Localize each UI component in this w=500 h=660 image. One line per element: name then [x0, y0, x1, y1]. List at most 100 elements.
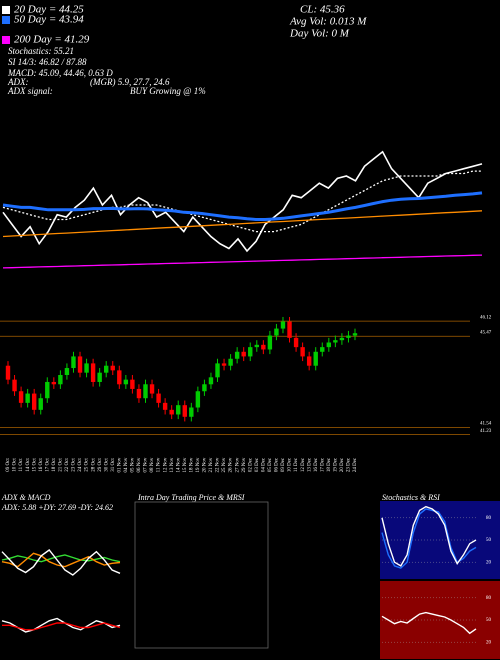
x-tick-label: 09 Dec [281, 457, 286, 472]
panel-title: Intra Day Trading Price & MRSI [137, 493, 245, 502]
x-tick-label: 11 Dec [294, 457, 299, 472]
series-line [381, 505, 477, 567]
x-tick-label: 17 Dec [320, 457, 325, 472]
candle-body [333, 340, 338, 343]
y-tick-label: 46.12 [480, 315, 492, 320]
x-tick-label: 26 Nov [229, 457, 234, 472]
x-tick-label: 05 Dec [268, 457, 273, 472]
x-tick-label: 05 Nov [131, 457, 136, 472]
x-tick-label: 15 Nov [183, 457, 188, 472]
panel-title: Stochastics & RSI [382, 493, 440, 502]
series-line [2, 622, 121, 631]
avg-volume: Avg Vol: 0.013 M [289, 16, 367, 28]
candle-body [123, 379, 129, 385]
x-tick-label: 11 Nov [157, 457, 162, 472]
y-tick-label: 41.23 [480, 429, 492, 434]
adx-signal-value: BUY Growing @ 1% [130, 86, 206, 96]
x-tick-label: 12 Dec [301, 457, 306, 472]
x-tick-label: 27 Nov [235, 457, 240, 472]
x-tick-label: 19 Dec [333, 457, 338, 472]
candle-body [162, 402, 168, 410]
y-tick-label: 80 [486, 596, 492, 601]
candle-body [136, 388, 142, 399]
x-tick-label: 24 Dec [353, 457, 358, 472]
x-tick-label: 16 Dec [314, 457, 319, 472]
x-tick-label: 23 Oct [72, 458, 77, 472]
candle-body [293, 337, 299, 348]
y-tick-label: 41.54 [480, 422, 492, 427]
candle-body [176, 405, 181, 415]
legend-entry: 200 Day = 41.29 [14, 34, 90, 46]
candle-body [346, 335, 351, 338]
x-tick-label: 11 Oct [19, 458, 24, 472]
x-tick-label: 07 Nov [144, 457, 149, 472]
x-tick-label: 03 Dec [255, 457, 260, 472]
candle-body [254, 344, 259, 348]
candle-body [97, 372, 102, 382]
candle-body [221, 363, 227, 366]
x-tick-label: 17 Oct [45, 458, 50, 472]
candle-body [38, 398, 43, 410]
candle-body [320, 347, 325, 352]
x-tick-label: 08 Nov [150, 457, 155, 472]
x-tick-label: 13 Nov [170, 457, 175, 472]
candle-body [90, 363, 96, 382]
candle-body [182, 405, 187, 417]
legend-swatch [2, 36, 10, 44]
candle-body [287, 321, 292, 338]
series-line [2, 170, 482, 233]
day-volume: Day Vol: 0 M [289, 28, 350, 40]
x-tick-label: 10 Oct [13, 458, 18, 472]
x-tick-label: 12 Nov [163, 457, 168, 472]
close-price: CL: 45.36 [300, 4, 345, 16]
x-tick-label: 23 Dec [347, 457, 352, 472]
legend-swatch [2, 16, 10, 24]
candle-body [234, 351, 240, 359]
x-tick-label: 20 Nov [203, 457, 208, 472]
x-tick-label: 29 Oct [98, 458, 103, 472]
candle-body [274, 328, 279, 336]
candle-body [18, 391, 24, 403]
x-tick-label: 24 Oct [78, 458, 83, 472]
x-tick-label: 04 Nov [124, 457, 129, 472]
candle-body [149, 384, 155, 394]
y-tick-label: 45.47 [480, 330, 492, 335]
legend-entry: 50 Day = 43.94 [14, 14, 84, 26]
x-tick-label: 21 Oct [59, 458, 64, 472]
candle-body [130, 379, 135, 389]
stoch-si: SI 14/3: 46.82 / 87.88 [8, 57, 87, 67]
candle-body [208, 377, 214, 385]
x-tick-label: 14 Nov [176, 457, 181, 472]
series-line [1, 554, 121, 563]
candle-body [104, 365, 109, 373]
stochastics: Stochastics: 55.21 [8, 46, 74, 56]
x-tick-label: 06 Nov [137, 457, 142, 472]
price-line [2, 150, 483, 253]
candle-body [195, 391, 201, 408]
x-tick-label: 13 Dec [307, 457, 312, 472]
adx-values: (MGR) 5.9, 27.7, 24.6 [90, 77, 170, 87]
x-tick-label: 18 Dec [327, 457, 332, 472]
candle-body [300, 347, 305, 357]
candle-body [71, 356, 76, 369]
series-line [1, 617, 121, 633]
candle-body [313, 351, 318, 366]
candle-body [339, 337, 345, 341]
candle-body [156, 393, 161, 403]
candle-body [326, 342, 332, 348]
x-tick-label: 30 Oct [104, 458, 109, 472]
candle-body [202, 384, 207, 392]
x-tick-label: 20 Dec [340, 457, 345, 472]
candle-body [84, 363, 89, 373]
candle-body [143, 384, 148, 399]
candle-body [189, 407, 194, 417]
series-line [2, 254, 483, 269]
x-tick-label: 25 Nov [222, 457, 227, 472]
candle-body [241, 351, 246, 357]
x-tick-label: 10 Dec [288, 457, 293, 472]
panel-subtitle: ADX: 5.88 +DY: 27.69 -DY: 24.62 [1, 503, 113, 512]
candle-body [228, 358, 233, 366]
x-tick-label: 22 Oct [65, 458, 70, 472]
x-tick-label: 14 Oct [26, 458, 31, 472]
